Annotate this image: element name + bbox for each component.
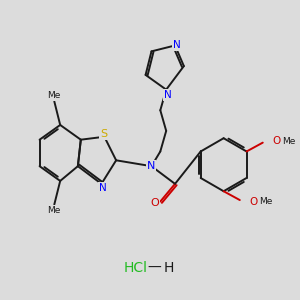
Text: O: O: [249, 196, 257, 206]
Text: Me: Me: [47, 206, 60, 215]
Text: O: O: [272, 136, 280, 146]
Text: S: S: [100, 129, 107, 139]
Text: Me: Me: [283, 137, 296, 146]
Text: N: N: [99, 183, 107, 193]
Text: Me: Me: [260, 197, 273, 206]
Text: O: O: [150, 198, 159, 208]
Text: N: N: [164, 90, 172, 100]
Text: N: N: [172, 40, 180, 50]
Text: N: N: [147, 161, 155, 171]
Text: HCl: HCl: [123, 261, 147, 275]
Text: Me: Me: [47, 91, 60, 100]
Text: —: —: [148, 261, 161, 275]
Text: H: H: [164, 261, 174, 275]
